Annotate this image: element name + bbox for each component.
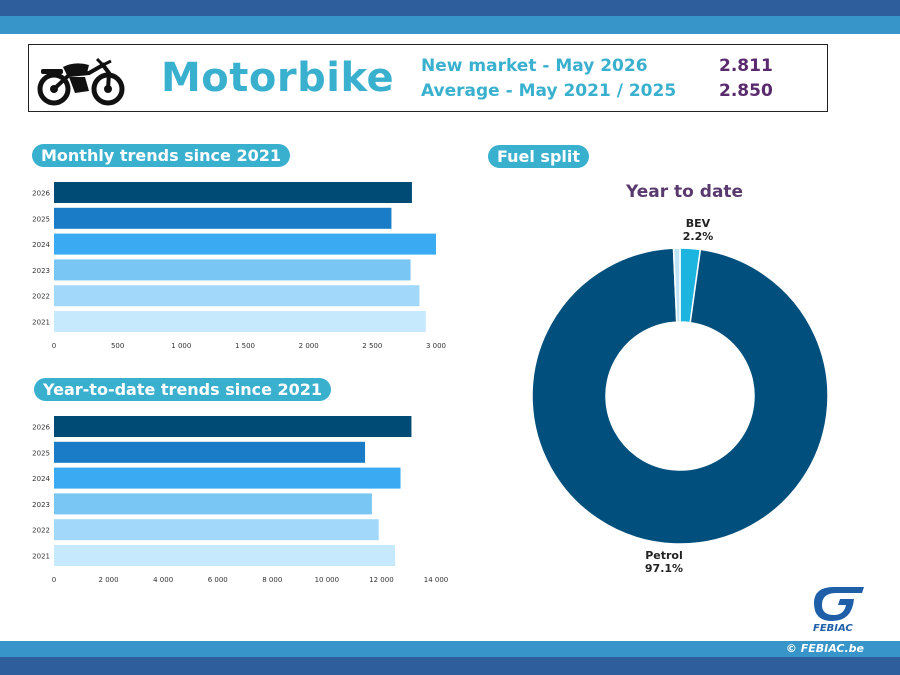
top-band-light [0, 16, 900, 34]
monthly-category-label: 2023 [32, 267, 50, 275]
ytd-bar-2021 [54, 545, 396, 566]
monthly-tick-label: 2 500 [362, 342, 382, 348]
ytd-chart-title: Year-to-date trends since 2021 [34, 378, 332, 401]
petrol-label: Petrol 97.1% [636, 549, 692, 575]
monthly-tick-label: 0 [52, 342, 56, 348]
petrol-slice [531, 247, 829, 545]
ytd-bar-2024 [54, 467, 401, 489]
ytd-tick-label: 8 000 [262, 576, 282, 582]
ytd-bar-chart: 2026 2025 2024 2023 2022 2021 0 2 000 4 000 6 000… [32, 416, 449, 582]
monthly-category-label: 2026 [32, 190, 50, 198]
ytd-tick-label: 12 000 [369, 576, 394, 582]
new-market-label: New market - May 2026 [421, 56, 648, 76]
monthly-tick-label: 1 000 [171, 342, 191, 348]
average-label: Average - May 2021 / 2025 [421, 81, 677, 101]
new-market-value: 2.811 [719, 56, 773, 76]
fuel-split-title: Fuel split [488, 145, 590, 168]
fuel-split-donut-chart [531, 247, 829, 545]
monthly-chart-title: Monthly trends since 2021 [32, 144, 290, 167]
ytd-bar-2025 [54, 441, 366, 463]
average-value: 2.850 [719, 81, 773, 101]
bev-label: BEV 2.2% [672, 217, 724, 243]
febiac-logo-icon [814, 587, 864, 621]
monthly-tick-label: 3 000 [426, 342, 446, 348]
ytd-tick-label: 6 000 [208, 576, 228, 582]
monthly-bar-2022 [54, 285, 420, 307]
monthly-category-label: 2022 [32, 293, 50, 301]
petrol-name: Petrol [645, 549, 683, 562]
bottom-band-dark [0, 657, 900, 675]
ytd-category-label: 2026 [32, 424, 50, 432]
ytd-tick-label: 0 [52, 576, 56, 582]
bev-name: BEV [685, 217, 711, 230]
motorbike-icon [37, 57, 125, 106]
monthly-bar-2025 [54, 207, 392, 229]
ytd-category-label: 2023 [32, 501, 50, 509]
ytd-category-label: 2021 [32, 553, 50, 561]
ytd-tick-label: 4 000 [153, 576, 173, 582]
petrol-percent: 97.1% [644, 562, 684, 575]
monthly-tick-label: 2 000 [299, 342, 319, 348]
monthly-tick-label: 500 [111, 342, 124, 348]
monthly-category-label: 2025 [32, 215, 50, 223]
monthly-tick-label: 1 500 [235, 342, 255, 348]
ytd-category-label: 2025 [32, 449, 50, 457]
monthly-bar-chart: 2026 2025 2024 2023 2022 2021 0 500 1 000 1 500 2 … [32, 182, 446, 348]
monthly-bar-2024 [54, 233, 436, 255]
ytd-tick-label: 14 000 [424, 576, 449, 582]
header-box: Motorbike New market - May 2026 2.811 Av… [28, 44, 828, 112]
page-title: Motorbike [161, 55, 395, 101]
monthly-bar-2021 [54, 311, 426, 332]
ytd-bar-2022 [54, 519, 379, 541]
ytd-tick-label: 10 000 [315, 576, 340, 582]
monthly-category-label: 2024 [32, 241, 50, 249]
ytd-category-label: 2022 [32, 527, 50, 535]
ytd-category-label: 2024 [32, 475, 50, 483]
bottom-band-light [0, 641, 900, 657]
top-band-dark [0, 0, 900, 16]
monthly-bar-2026 [54, 182, 412, 203]
ytd-tick-label: 2 000 [99, 576, 119, 582]
febiac-logo-text: FEBIAC [813, 623, 853, 634]
ytd-bar-2023 [54, 493, 372, 515]
monthly-bar-2023 [54, 259, 411, 281]
copyright: © FEBIAC.be [785, 642, 864, 655]
donut-subtitle: Year to date [626, 182, 744, 202]
monthly-category-label: 2021 [32, 319, 50, 327]
bev-percent: 2.2% [682, 230, 714, 243]
ytd-bar-2026 [54, 416, 412, 437]
other-slice [672, 247, 681, 323]
